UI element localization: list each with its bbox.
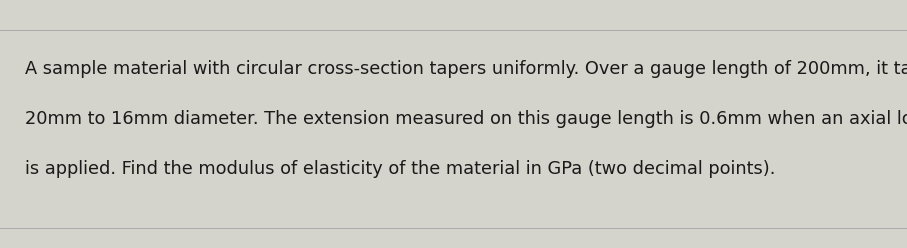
Text: is applied. Find the modulus of elasticity of the material in GPa (two decimal p: is applied. Find the modulus of elastici… (25, 160, 775, 178)
Text: 20mm to 16mm diameter. The extension measured on this gauge length is 0.6mm when: 20mm to 16mm diameter. The extension mea… (25, 110, 907, 128)
Text: A sample material with circular cross-section tapers uniformly. Over a gauge len: A sample material with circular cross-se… (25, 61, 907, 78)
